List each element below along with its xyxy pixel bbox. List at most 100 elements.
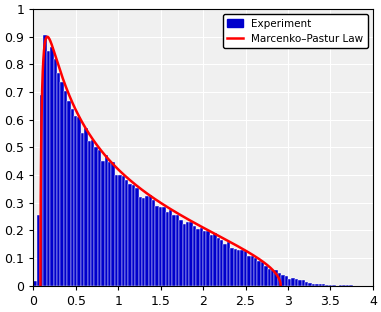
Bar (196, 229, 200, 286)
Bar (258, 261, 261, 286)
Bar (43, 35, 47, 286)
Bar (288, 280, 291, 286)
Bar (57, 73, 60, 286)
Bar (142, 198, 145, 286)
Bar (312, 284, 315, 286)
Bar (33, 281, 37, 286)
Bar (227, 242, 230, 286)
Bar (173, 215, 176, 286)
Bar (244, 251, 247, 286)
Bar (230, 248, 234, 286)
Marcenko–Pastur Law (227, 240, 232, 244)
Bar (179, 220, 182, 286)
Bar (70, 109, 74, 286)
Bar (274, 270, 278, 286)
Bar (291, 278, 295, 286)
Bar (329, 285, 332, 286)
Line: Marcenko–Pastur Law: Marcenko–Pastur Law (40, 37, 281, 286)
Bar (186, 222, 189, 286)
Bar (247, 256, 251, 286)
Marcenko–Pastur Law (272, 269, 276, 273)
Bar (91, 140, 94, 286)
Bar (155, 206, 159, 286)
Bar (37, 215, 40, 286)
Bar (108, 162, 111, 286)
Bar (122, 176, 125, 286)
Bar (162, 207, 166, 286)
Marcenko–Pastur Law (279, 284, 283, 288)
Bar (125, 180, 128, 286)
Bar (349, 285, 352, 286)
Bar (152, 200, 155, 286)
Bar (159, 207, 162, 286)
Bar (298, 280, 301, 286)
Bar (240, 250, 244, 286)
Bar (203, 231, 207, 286)
Bar (305, 281, 308, 286)
Bar (210, 235, 213, 286)
Bar (47, 51, 50, 286)
Bar (139, 197, 142, 286)
Bar (115, 174, 118, 286)
Bar (88, 141, 91, 286)
Bar (278, 273, 281, 286)
Bar (234, 249, 237, 286)
Bar (50, 47, 54, 286)
Bar (40, 95, 43, 286)
Marcenko–Pastur Law (38, 284, 43, 287)
Bar (264, 266, 267, 286)
Bar (118, 175, 122, 286)
Bar (193, 226, 196, 286)
Bar (319, 284, 322, 286)
Bar (281, 275, 285, 286)
Bar (261, 262, 264, 286)
Bar (251, 256, 254, 286)
Bar (267, 269, 271, 286)
Bar (207, 231, 210, 286)
Bar (149, 194, 152, 286)
Marcenko–Pastur Law (51, 46, 55, 50)
Bar (176, 215, 179, 286)
Bar (254, 257, 258, 286)
Bar (101, 161, 104, 286)
Bar (64, 91, 67, 286)
Legend: Experiment, Marcenko–Pastur Law: Experiment, Marcenko–Pastur Law (223, 14, 368, 48)
Bar (237, 250, 240, 286)
Bar (189, 222, 193, 286)
Bar (285, 275, 288, 286)
Bar (60, 82, 64, 286)
Bar (145, 197, 149, 286)
Bar (111, 162, 115, 286)
Bar (325, 285, 329, 286)
Bar (81, 134, 84, 286)
Bar (332, 285, 336, 286)
Bar (217, 238, 220, 286)
Bar (308, 283, 312, 286)
Bar (77, 117, 81, 286)
Bar (271, 270, 274, 286)
Bar (295, 279, 298, 286)
Bar (94, 147, 98, 286)
Bar (182, 224, 186, 286)
Bar (98, 150, 101, 286)
Marcenko–Pastur Law (271, 269, 276, 273)
Bar (169, 210, 173, 286)
Bar (301, 280, 305, 286)
Bar (213, 233, 217, 286)
Bar (339, 285, 342, 286)
Bar (223, 244, 227, 286)
Bar (315, 284, 319, 286)
Bar (200, 228, 203, 286)
Bar (220, 240, 223, 286)
Bar (84, 128, 88, 286)
Bar (342, 285, 346, 286)
Bar (135, 188, 139, 286)
Bar (132, 185, 135, 286)
Bar (322, 284, 325, 286)
Bar (166, 212, 169, 286)
Marcenko–Pastur Law (155, 199, 160, 202)
Bar (346, 285, 349, 286)
Marcenko–Pastur Law (45, 35, 50, 39)
Bar (104, 155, 108, 286)
Bar (128, 184, 132, 286)
